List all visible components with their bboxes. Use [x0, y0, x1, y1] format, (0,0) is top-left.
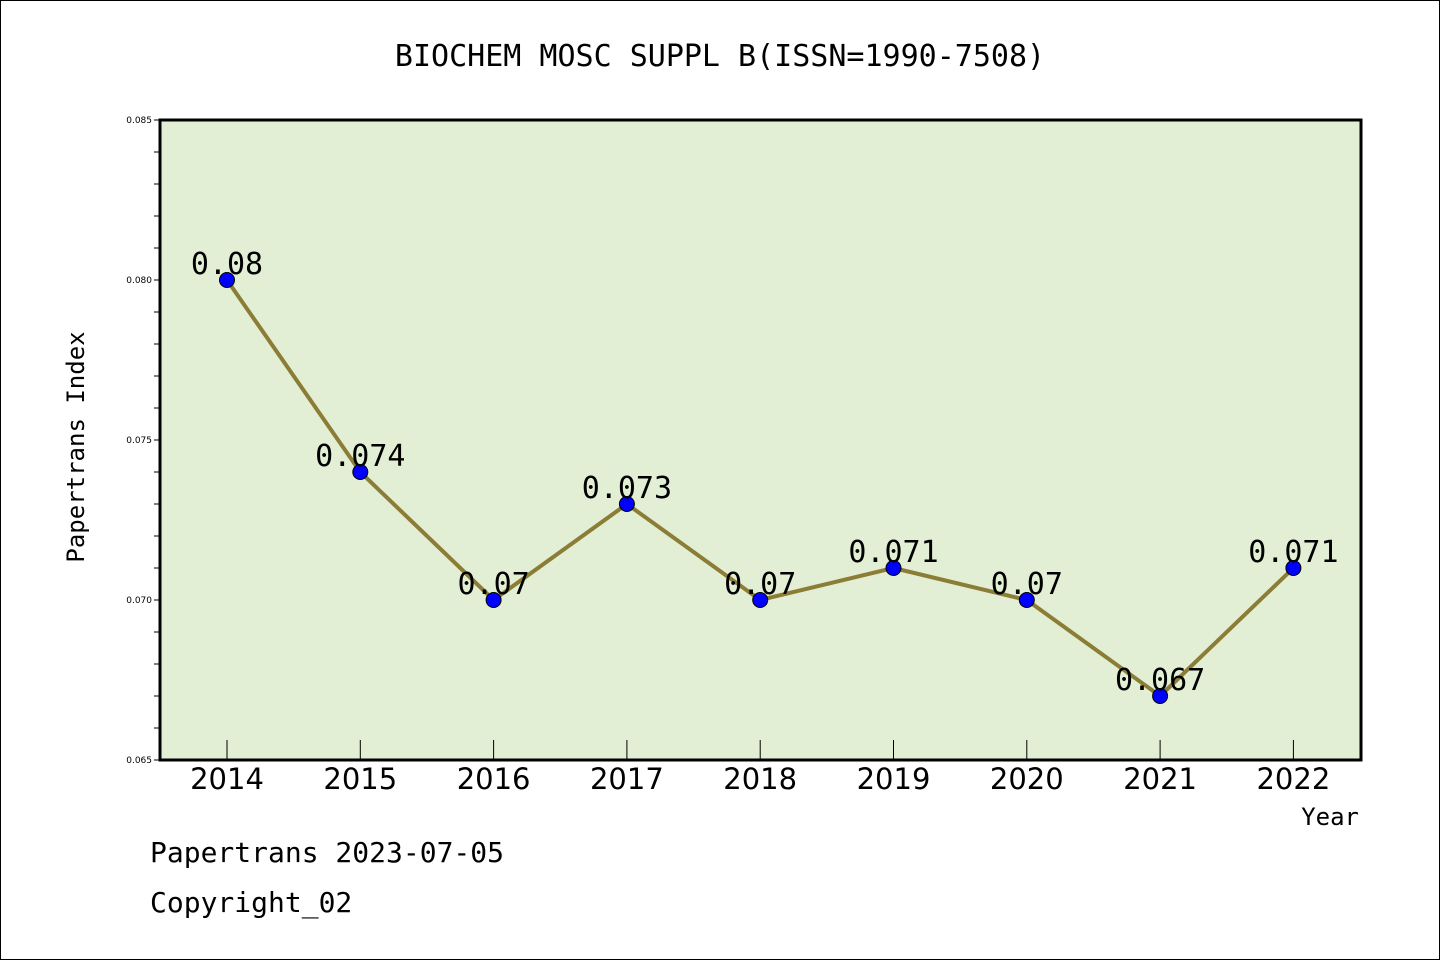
x-axis: 2014 2015 2016 2017 2018 2019 2020 2021 2022: [190, 740, 1330, 796]
x-tick-label: 2014: [190, 762, 264, 796]
x-tick-label: 2017: [590, 762, 664, 796]
x-axis-label: Year: [1301, 803, 1359, 831]
data-label: 0.07: [991, 567, 1063, 602]
data-point-marker: [485, 592, 502, 608]
y-tick-label: 0.080: [126, 276, 152, 286]
data-label: 0.067: [1115, 663, 1205, 698]
data-label: 0.07: [724, 567, 796, 602]
y-axis-label: Papertrans Index: [62, 331, 90, 562]
x-tick-label: 2020: [990, 762, 1064, 796]
data-point-marker: [885, 560, 902, 576]
chart-title: BIOCHEM MOSC SUPPL B(ISSN=1990-7508): [395, 39, 1045, 74]
series-line: [219, 272, 1302, 704]
data-point-marker: [219, 272, 235, 288]
x-tick-label: 2019: [857, 762, 931, 796]
data-point-marker: [752, 592, 769, 608]
data-point-marker: [1018, 592, 1035, 608]
x-tick-label: 2022: [1256, 762, 1330, 796]
data-point-marker: [618, 496, 635, 512]
footer-copyright-text: Copyright_02: [150, 886, 353, 919]
x-tick-label: 2016: [457, 762, 531, 796]
data-label: 0.073: [582, 471, 672, 506]
y-tick-label: 0.085: [126, 116, 152, 126]
footer-date-text: Papertrans 2023-07-05: [150, 836, 505, 869]
y-tick-label: 0.070: [126, 596, 152, 606]
data-point-marker: [1152, 688, 1169, 704]
x-tick-label: 2021: [1123, 762, 1197, 796]
data-label: 0.08: [191, 247, 263, 282]
x-tick-label: 2018: [723, 762, 797, 796]
y-tick-label: 0.065: [126, 756, 152, 766]
data-label: 0.071: [848, 535, 938, 570]
plot-area: [158, 118, 1363, 762]
data-labels: 0.08 0.074 0.07 0.073 0.07 0.071 0.07 0.067 0.07…: [191, 247, 1339, 698]
data-point-marker: [1285, 560, 1302, 576]
data-point-marker: [352, 464, 369, 480]
y-axis: 0.065 0.070 0.075 0.080 0.085: [126, 116, 160, 766]
data-label: 0.074: [315, 439, 405, 474]
x-tick-label: 2015: [323, 762, 397, 796]
y-tick-label: 0.075: [126, 436, 152, 446]
data-label: 0.07: [457, 567, 529, 602]
data-label: 0.071: [1248, 535, 1338, 570]
